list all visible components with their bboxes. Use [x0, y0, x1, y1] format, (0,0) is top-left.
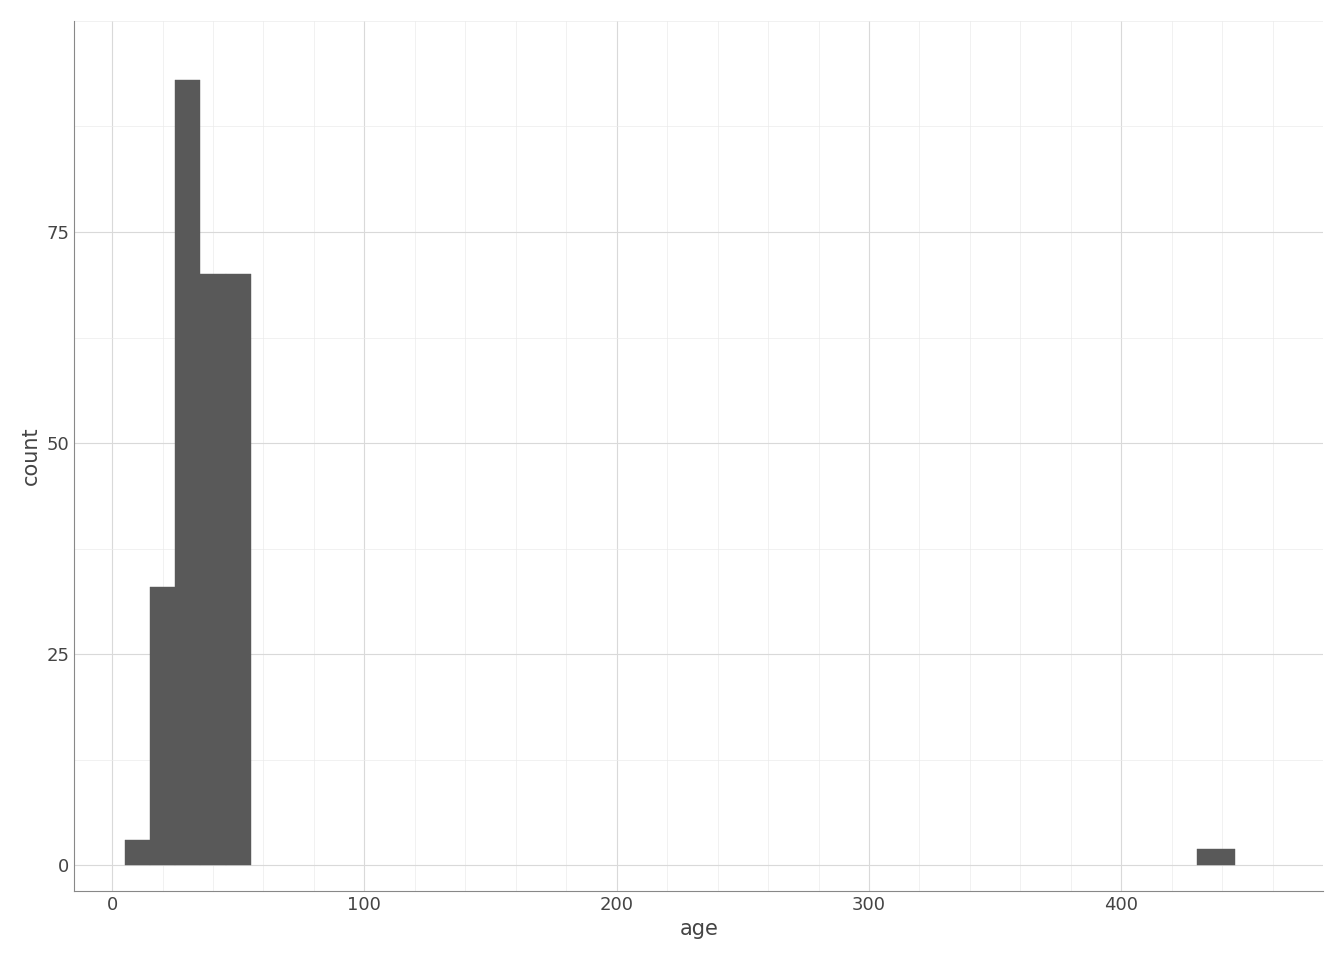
Y-axis label: count: count: [22, 426, 40, 485]
X-axis label: age: age: [679, 919, 718, 939]
Bar: [175, 80, 200, 865]
Bar: [200, 275, 226, 865]
Bar: [125, 840, 151, 865]
Bar: [226, 275, 251, 865]
Bar: [151, 587, 175, 865]
Bar: [1198, 849, 1235, 865]
